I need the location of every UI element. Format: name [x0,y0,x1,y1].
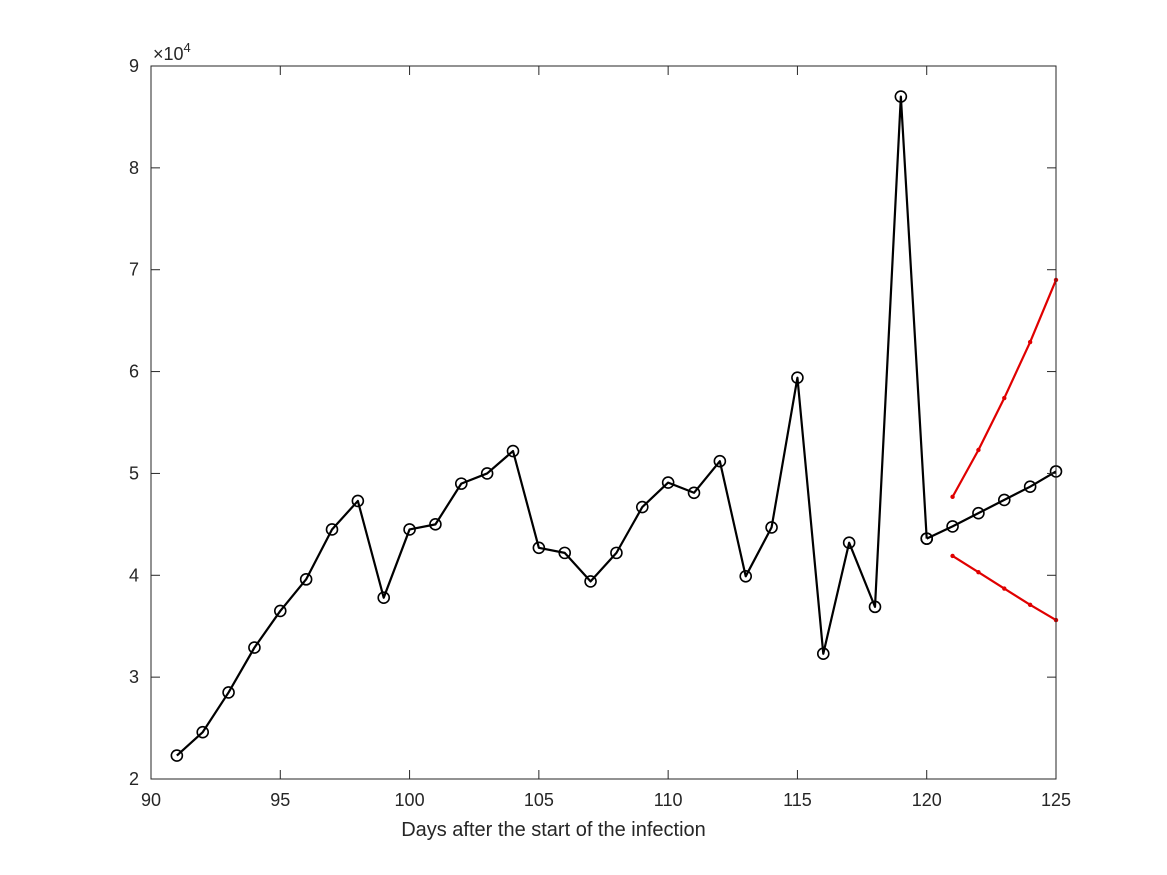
data-point [997,493,1011,507]
series-1 [170,90,934,762]
series-line [176,95,928,757]
data-point [1023,480,1037,493]
data-point [842,536,856,549]
data-point [506,444,520,458]
data-point [950,494,955,500]
y-tick-label: 9 [129,56,139,76]
data-point [248,641,261,654]
data-point [635,500,649,514]
data-point [429,518,442,531]
data-point [584,575,597,588]
data-point [894,90,908,103]
x-tick-label: 100 [395,790,425,810]
y-axis-exponent-power: 4 [184,40,191,55]
y-tick-label: 7 [129,260,139,280]
y-tick-label: 2 [129,769,139,789]
data-point [816,647,830,661]
data-point [610,546,623,560]
data-point [976,447,981,453]
data-point [972,506,985,520]
data-point [868,600,882,614]
data-point [325,523,339,536]
y-tick-label: 5 [129,463,139,483]
data-point [532,541,546,555]
x-tick-label: 125 [1041,790,1071,810]
y-tick-label: 8 [129,158,139,178]
data-point [273,604,287,618]
data-point [454,477,468,490]
series-3 [950,277,1059,500]
y-tick-label: 4 [129,565,139,585]
data-point [791,371,804,384]
data-point [920,532,934,545]
data-point [222,686,235,699]
plot-frame [150,65,1057,780]
x-tick-label: 90 [141,790,161,810]
data-point [377,591,391,604]
data-point [739,570,753,583]
data-point [1002,586,1007,591]
data-point [403,523,416,536]
data-point [299,573,313,586]
tick-layer: 90 95 100 105 110 115 120 125 2 3 4 5 6 7 8 9 [129,56,1071,810]
x-tick-label: 110 [654,790,683,810]
x-axis-label: Days after the start of the infection [401,819,706,841]
data-point [351,494,365,508]
x-tick-label: 120 [912,790,942,810]
x-tick-label: 105 [524,790,554,810]
y-axis-exponent-base: ×10 [153,44,184,64]
data-point [558,546,572,560]
series-4 [950,553,1059,623]
data-point [687,486,701,500]
y-tick-label: 3 [129,667,139,687]
x-tick-label: 95 [270,790,290,810]
y-axis-exponent: ×104 [153,40,191,64]
data-point [661,476,675,489]
data-point [1027,602,1033,608]
data-point [950,553,955,559]
y-tick-label: 6 [129,362,139,382]
x-tick-label: 115 [783,790,812,810]
series-layer [170,90,1063,762]
data-point [1027,339,1033,345]
data-point [480,467,494,480]
data-point [170,749,184,762]
data-point [196,725,210,739]
data-point [946,520,959,533]
data-point [765,521,778,534]
data-point [1002,395,1007,401]
data-point [713,454,727,468]
data-point [976,570,981,575]
